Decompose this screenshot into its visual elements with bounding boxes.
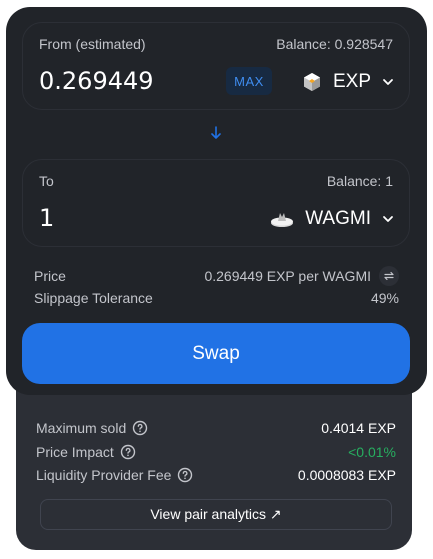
wagmi-logo-icon <box>271 213 294 227</box>
price-impact-value: <0.01% <box>348 444 396 460</box>
price-impact-label: Price Impact <box>36 444 114 460</box>
price-label: Price <box>34 268 66 284</box>
to-label: To <box>39 173 54 189</box>
to-token-selector[interactable]: WAGMI <box>269 204 395 234</box>
lp-fee-label: Liquidity Provider Fee <box>36 467 172 483</box>
help-circle-icon[interactable] <box>120 444 136 460</box>
slippage-row: Slippage Tolerance 49% <box>34 290 399 306</box>
slippage-label: Slippage Tolerance <box>34 290 153 306</box>
max-button[interactable]: MAX <box>226 67 272 95</box>
from-label: From (estimated) <box>39 36 146 52</box>
price-row: Price 0.269449 EXP per WAGMI <box>34 266 399 286</box>
max-sold-label: Maximum sold <box>36 420 127 436</box>
view-pair-analytics-button[interactable]: View pair analytics ↗ <box>40 499 392 530</box>
price-value: 0.269449 EXP per WAGMI <box>204 268 371 284</box>
invert-price-icon[interactable] <box>379 266 399 286</box>
from-amount-input[interactable]: 0.269449 <box>39 67 154 95</box>
exp-cube-icon <box>303 73 320 91</box>
help-circle-icon[interactable] <box>177 467 193 483</box>
lp-fee-row: Liquidity Provider Fee 0.0008083 EXP <box>36 467 396 483</box>
to-panel: To Balance: 1 1 WAGMI <box>22 159 410 247</box>
arrow-down-icon[interactable] <box>209 124 223 142</box>
swap-button[interactable]: Swap <box>22 323 410 384</box>
chevron-down-icon <box>383 79 393 85</box>
price-impact-row: Price Impact <0.01% <box>36 444 396 460</box>
swap-card: From (estimated) Balance: 0.928547 0.269… <box>6 7 427 395</box>
to-balance: Balance: 1 <box>326 173 393 189</box>
help-circle-icon[interactable] <box>132 420 148 436</box>
to-amount-input[interactable]: 1 <box>39 204 55 232</box>
from-panel: From (estimated) Balance: 0.928547 0.269… <box>22 22 410 110</box>
chevron-down-icon <box>383 216 393 222</box>
from-token-name: EXP <box>332 71 371 92</box>
lp-fee-value: 0.0008083 EXP <box>297 467 396 483</box>
from-balance: Balance: 0.928547 <box>276 36 393 52</box>
max-sold-value: 0.4014 EXP <box>321 420 396 436</box>
max-sold-row: Maximum sold 0.4014 EXP <box>36 420 396 436</box>
from-token-selector[interactable]: EXP <box>301 67 395 97</box>
to-token-name: WAGMI <box>305 208 371 229</box>
slippage-value: 49% <box>370 290 399 306</box>
